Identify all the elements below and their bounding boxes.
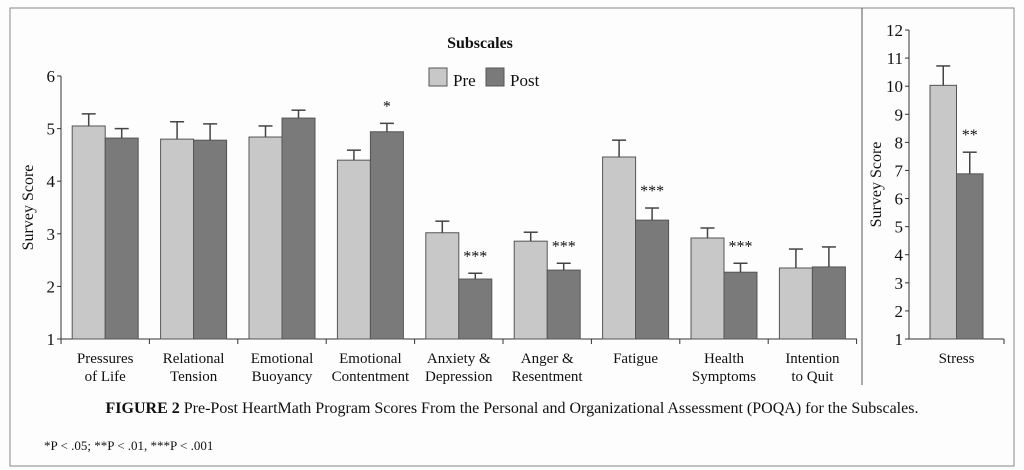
caption-label: FIGURE 2 (105, 400, 180, 417)
significance-marker: * (383, 98, 391, 115)
x-category-label: Pressures (77, 351, 134, 367)
bar-pre (778, 267, 813, 340)
bar-pre (602, 156, 637, 340)
bar-post (723, 271, 758, 340)
bar-pre (690, 237, 725, 340)
significance-marker: *** (640, 183, 664, 200)
bar-post (635, 219, 670, 340)
x-category-label: Buoyancy (252, 369, 313, 385)
y-tick-label: 2 (895, 302, 904, 321)
y-tick-label: 10 (886, 77, 903, 96)
x-category-label: Tension (170, 369, 218, 385)
y-tick-label: 3 (895, 274, 904, 293)
y-tick-label: 4 (895, 246, 904, 265)
x-category-label: Stress (939, 351, 975, 367)
y-tick-label: 9 (895, 105, 904, 124)
x-category-label: Health (704, 351, 744, 367)
x-category-label: Anxiety & (427, 351, 491, 367)
x-category-label: Resentment (512, 369, 584, 385)
y-tick-label: 1 (47, 330, 56, 349)
significance-marker: ** (962, 127, 978, 144)
y-tick-label: 1 (895, 330, 904, 349)
chart-title: Subscales (447, 35, 513, 52)
y-tick-label: 3 (47, 225, 56, 244)
y-tick-label: 4 (47, 172, 56, 191)
bar-pre (929, 84, 957, 340)
y-tick-label: 12 (886, 21, 903, 40)
bar-post (281, 117, 316, 340)
y-axis-label: Survey Score (20, 165, 37, 251)
y-tick-label: 5 (895, 218, 904, 237)
bar-post (956, 173, 984, 340)
legend-label-pre: Pre (453, 71, 476, 90)
legend-label-post: Post (510, 71, 540, 90)
bar-pre (248, 136, 283, 340)
y-tick-label: 6 (895, 190, 904, 209)
y-tick-label: 6 (47, 67, 56, 86)
x-category-label: Depression (425, 369, 493, 385)
legend-swatch-pre (428, 67, 448, 87)
x-category-label: Emotional (251, 351, 314, 367)
figure-frame (9, 7, 1015, 467)
x-category-label: Contentment (332, 369, 410, 385)
significance-marker: *** (552, 238, 576, 255)
y-tick-label: 2 (47, 277, 56, 296)
x-category-label: Anger & (521, 351, 574, 367)
x-category-label: Emotional (339, 351, 402, 367)
y-axis-label: Survey Score (868, 142, 885, 228)
y-tick-label: 5 (47, 120, 56, 139)
footnote: *P < .05; **P < .01, ***P < .001 (44, 438, 214, 453)
x-category-label: of Life (85, 369, 127, 385)
figure-caption: FIGURE 2 Pre-Post HeartMath Program Scor… (0, 400, 1024, 418)
bar-pre (336, 159, 371, 340)
bar-pre (513, 240, 548, 340)
y-tick-label: 7 (895, 161, 904, 180)
y-tick-label: 11 (887, 49, 903, 68)
bar-pre (160, 138, 195, 340)
bar-pre (71, 125, 106, 340)
x-category-label: Fatigue (613, 351, 658, 367)
x-category-label: Symptoms (692, 369, 756, 385)
legend-swatch-post (485, 67, 505, 87)
bar-post (811, 266, 846, 340)
x-category-label: Relational (163, 351, 225, 367)
bar-post (458, 278, 493, 340)
bar-post (369, 131, 404, 340)
bar-post (104, 137, 139, 340)
caption-text: Pre-Post HeartMath Program Scores From t… (183, 400, 919, 417)
bar-post (193, 139, 228, 340)
bar-pre (425, 232, 460, 340)
y-tick-label: 8 (895, 133, 904, 152)
bar-post (546, 269, 581, 340)
significance-marker: *** (729, 238, 753, 255)
x-category-label: to Quit (791, 369, 834, 385)
x-category-label: Intention (785, 351, 840, 367)
significance-marker: *** (463, 248, 487, 265)
